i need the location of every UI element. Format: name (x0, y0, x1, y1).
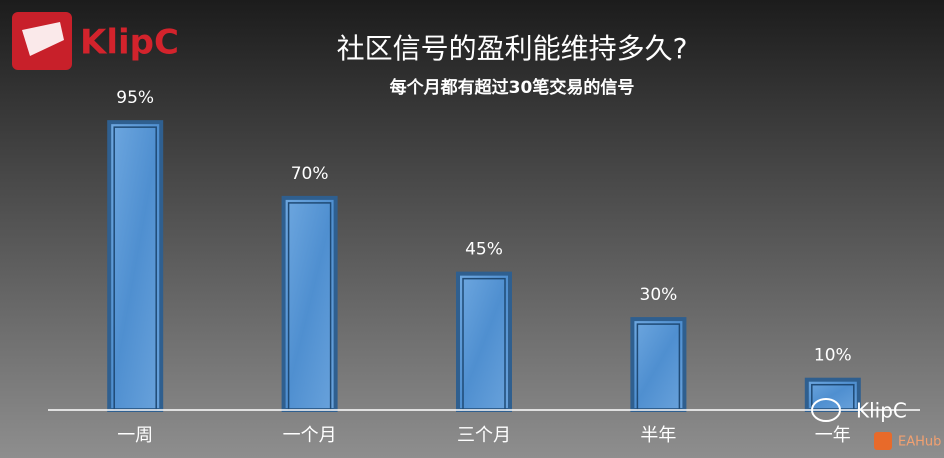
watermark-text: KlipC (856, 399, 907, 423)
watermark-source: EAHub (898, 435, 941, 450)
logo-text: KlipC (80, 23, 179, 63)
bar (630, 317, 687, 413)
bar (281, 195, 338, 412)
x-tick-label: 三个月 (457, 425, 511, 446)
bar (456, 271, 512, 412)
value-label: 30% (640, 285, 678, 305)
value-label: 10% (814, 346, 852, 366)
x-tick-label: 半年 (640, 425, 676, 446)
logo-shape (22, 22, 64, 56)
value-label: 45% (465, 240, 503, 260)
value-label: 95% (116, 88, 154, 108)
plot: 一周 95% 一个月 70% 三个月 45% 半年 30% 一年 10% (107, 88, 861, 446)
x-tick-label: 一周 (117, 425, 153, 446)
bar (107, 120, 164, 413)
eahub-icon (874, 432, 892, 450)
watermark: KlipC EAHub (811, 398, 941, 450)
x-tick-label: 一个月 (283, 425, 337, 446)
chart-subtitle: 每个月都有超过30笔交易的信号 (390, 77, 635, 98)
wechat-icon (811, 398, 841, 422)
logo: KlipC (12, 12, 179, 70)
value-label: 70% (291, 164, 329, 184)
chart-title: 社区信号的盈利能维持多久? (337, 32, 688, 65)
x-tick-label: 一年 (815, 425, 851, 446)
